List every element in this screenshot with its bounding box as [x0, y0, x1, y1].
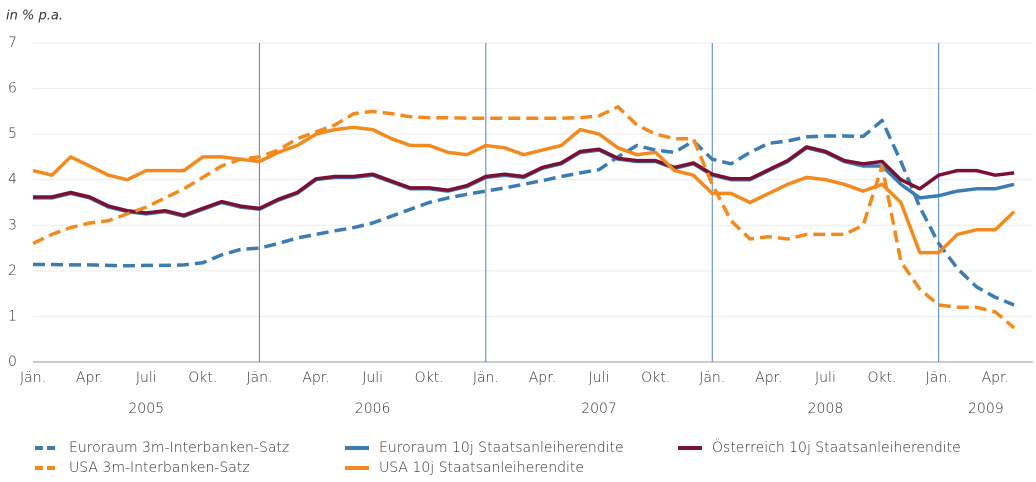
- x-tick-label: Apr.: [76, 370, 103, 386]
- y-tick-label: 4: [8, 172, 17, 188]
- x-tick-label: Jän.: [246, 370, 272, 386]
- y-tick-label: 3: [8, 217, 17, 233]
- series-line: [33, 118, 1015, 307]
- y-axis-label: in % p.a.: [6, 9, 63, 24]
- legend-label: USA 10j Staatsanleiherendite: [379, 460, 584, 476]
- year-label: 2008: [808, 401, 844, 417]
- y-tick-label: 5: [8, 126, 17, 142]
- y-tick-label: 1: [8, 308, 17, 324]
- x-tick-label: Juli: [815, 370, 836, 386]
- y-tick-label: 2: [8, 263, 17, 279]
- x-tick-label: Apr.: [529, 370, 556, 386]
- x-tick-label: Jän.: [926, 370, 952, 386]
- legend-label: USA 3m-Interbanken-Satz: [69, 460, 250, 476]
- x-tick-label: Jän.: [699, 370, 725, 386]
- x-tick-label: Okt.: [641, 370, 670, 386]
- year-label: 2009: [968, 401, 1004, 417]
- year-label: 2006: [355, 401, 391, 417]
- x-tick-label: Jän.: [473, 370, 499, 386]
- year-label: 2005: [128, 401, 164, 417]
- x-tick-label: Juli: [362, 370, 383, 386]
- x-tick-label: Jän.: [20, 370, 46, 386]
- y-tick-label: 6: [8, 81, 17, 97]
- x-tick-label: Apr.: [982, 370, 1009, 386]
- series-line: [32, 105, 1016, 330]
- legend-label: Euroraum 10j Staatsanleiherendite: [379, 440, 624, 456]
- series-line: [32, 125, 1016, 255]
- y-tick-label: 7: [8, 35, 17, 51]
- x-tick-label: Juli: [589, 370, 610, 386]
- x-tick-label: Juli: [136, 370, 157, 386]
- year-label: 2007: [581, 401, 617, 417]
- legend-label: Euroraum 3m-Interbanken-Satz: [69, 440, 289, 456]
- x-tick-label: Okt.: [415, 370, 444, 386]
- y-tick-label: 0: [8, 354, 17, 370]
- x-tick-label: Okt.: [188, 370, 217, 386]
- series-line: [33, 145, 1015, 218]
- series-line: [33, 146, 1015, 218]
- x-tick-label: Apr.: [302, 370, 329, 386]
- legend-label: Österreich 10j Staatsanleiherendite: [712, 439, 961, 456]
- x-tick-label: Okt.: [868, 370, 897, 386]
- x-tick-label: Apr.: [755, 370, 782, 386]
